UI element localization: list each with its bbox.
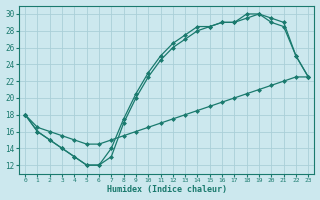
X-axis label: Humidex (Indice chaleur): Humidex (Indice chaleur) xyxy=(107,185,227,194)
